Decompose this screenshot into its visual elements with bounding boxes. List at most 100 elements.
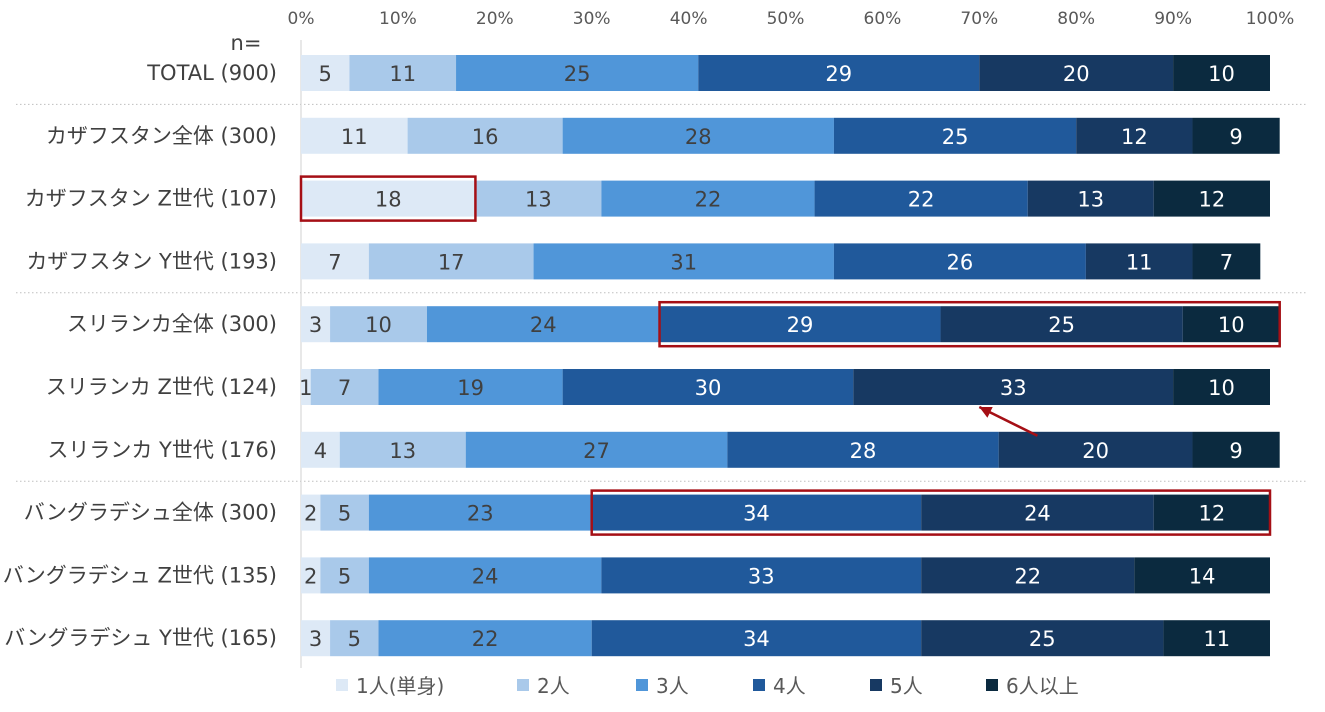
bar-segment (1027, 180, 1154, 217)
category-label: カザフスタン全体 (300) (46, 124, 277, 148)
bar-segment (1173, 55, 1270, 91)
bar-segment (1085, 243, 1193, 280)
bar-segment (368, 557, 602, 594)
data-label: 11 (1126, 250, 1153, 274)
bar-segment (1192, 431, 1280, 468)
legend: 1人(単身) 2人 3人 4人 5人 6人以上 (336, 674, 1079, 698)
bar-segment (407, 117, 563, 154)
category-label: バングラデシュ全体 (300) (24, 501, 277, 525)
legend-swatch (636, 679, 648, 691)
bar-segment (301, 55, 350, 91)
bar-segment (698, 55, 980, 91)
data-label: 11 (389, 62, 416, 86)
category-label: バングラデシュ Y世代 (165) (4, 626, 277, 650)
bar-segment (368, 243, 534, 280)
bar-segment (998, 431, 1193, 468)
bar-segment (301, 243, 369, 280)
data-label: 9 (1229, 439, 1242, 463)
bar-segment (1182, 306, 1280, 343)
data-label: 1 (299, 376, 312, 400)
data-label: 10 (1208, 376, 1235, 400)
bar-segment (921, 494, 1154, 531)
category-label: バングラデシュ Z世代 (135) (3, 563, 277, 587)
data-label: 23 (467, 502, 494, 526)
data-label: 3 (309, 313, 322, 337)
data-label: 7 (328, 250, 341, 274)
bar-segment (1192, 243, 1261, 280)
data-label: 19 (457, 376, 484, 400)
x-tick-label: 50% (767, 9, 805, 29)
legend-swatch (336, 679, 348, 691)
data-label: 20 (1082, 439, 1109, 463)
data-label: 10 (1218, 313, 1245, 337)
bar-segment (368, 494, 592, 531)
data-label: 7 (338, 376, 351, 400)
x-tick-label: 20% (476, 9, 514, 29)
bar-segment (301, 494, 321, 531)
bar-segment (1153, 180, 1270, 217)
arrow-head (979, 406, 993, 418)
x-tick-label: 0% (288, 9, 315, 29)
category-label: スリランカ Z世代 (124) (46, 375, 277, 399)
data-label: 34 (743, 502, 770, 526)
data-label: 20 (1063, 62, 1090, 86)
data-label: 25 (564, 62, 591, 86)
data-label: 22 (1014, 564, 1041, 588)
category-label: スリランカ全体 (300) (67, 312, 277, 336)
bar-segment (659, 306, 941, 343)
data-label: 10 (1208, 62, 1235, 86)
data-label: 5 (319, 62, 332, 86)
bar-segment (301, 180, 476, 217)
bar-segment (921, 557, 1135, 594)
bar-segment (562, 369, 854, 405)
bar-segment (301, 306, 331, 343)
data-label: 18 (375, 188, 402, 212)
legend-label: 6人以上 (1006, 674, 1079, 698)
data-label: 7 (1220, 250, 1233, 274)
legend-label: 3人 (656, 674, 689, 698)
bar-segment (1163, 620, 1270, 657)
data-label: 27 (583, 439, 610, 463)
bar-segment (301, 557, 321, 594)
data-label: 12 (1198, 188, 1225, 212)
data-label: 4 (314, 439, 327, 463)
x-tick-label: 30% (573, 9, 611, 29)
bar-segment (426, 306, 660, 343)
category-labels: TOTAL (900) カザフスタン全体 (300) カザフスタン Z世代 (107… (3, 61, 277, 650)
legend-label: 1人(単身) (356, 674, 444, 698)
data-label: 33 (748, 564, 775, 588)
bar-segment (1153, 494, 1270, 531)
data-label: 26 (947, 250, 974, 274)
highlight-box (299, 175, 477, 222)
data-label: 29 (787, 313, 814, 337)
highlight-boxes (299, 175, 1281, 536)
bar-segment (301, 117, 408, 154)
bar-segment (330, 620, 379, 657)
data-label: 22 (908, 188, 935, 212)
bar-segment (301, 431, 340, 468)
data-label: 12 (1198, 502, 1225, 526)
data-label: 28 (685, 125, 712, 149)
x-tick-label: 80% (1057, 9, 1095, 29)
data-label: 13 (1077, 188, 1104, 212)
bar-segment (349, 55, 457, 91)
bar-segment (853, 369, 1174, 405)
bar-segment (330, 306, 427, 343)
data-label: 13 (389, 439, 416, 463)
data-label: 5 (338, 564, 351, 588)
data-label: 29 (825, 62, 852, 86)
data-label: 2 (304, 502, 317, 526)
bar-segment (310, 369, 379, 405)
data-label: 28 (850, 439, 877, 463)
category-label: カザフスタン Y世代 (193) (26, 249, 277, 273)
x-tick-label: 10% (379, 9, 417, 29)
legend-swatch (517, 679, 529, 691)
bar-segment (591, 620, 922, 657)
bar-segment (301, 369, 311, 405)
legend-label: 4人 (773, 674, 806, 698)
data-label: 25 (1048, 313, 1075, 337)
bar-segment (601, 180, 815, 217)
category-label: スリランカ Y世代 (176) (47, 438, 277, 462)
bar-segment (562, 117, 834, 154)
